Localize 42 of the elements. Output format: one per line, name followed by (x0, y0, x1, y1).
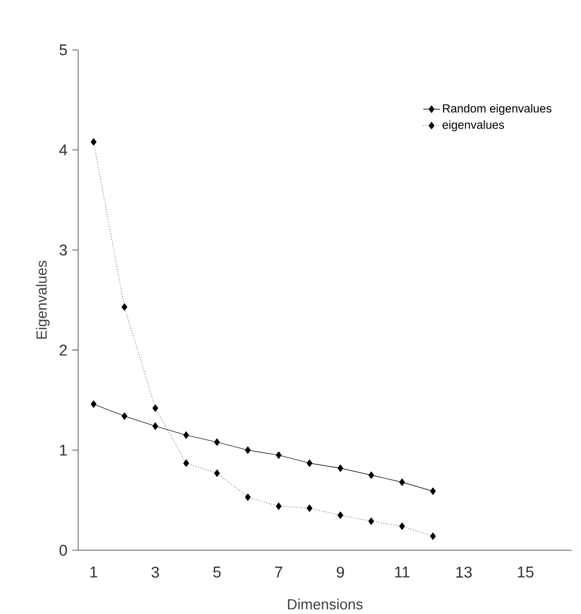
y-tick-label: 5 (59, 44, 67, 56)
point (183, 459, 189, 467)
x-axis-title: Dimensions (288, 598, 362, 610)
x-tick-label: 15 (518, 566, 534, 578)
point (90, 400, 96, 408)
point (337, 511, 344, 519)
y-axis-title: Eigenvalues (36, 260, 50, 339)
y-tick-label: 0 (59, 544, 67, 556)
point (152, 404, 158, 412)
point (430, 532, 436, 540)
point (306, 459, 312, 467)
point (152, 422, 158, 430)
x-tick-label: 5 (213, 566, 220, 578)
x-tick-label: 1 (90, 566, 97, 578)
x-tick-label: 7 (274, 566, 282, 578)
y-tick-label: 1 (60, 444, 67, 456)
legend-label: Random eigenvalues (442, 104, 552, 115)
point (121, 303, 128, 311)
x-tick-label: 9 (336, 566, 344, 578)
point (398, 522, 405, 530)
legend-label: eigenvalues (442, 120, 504, 132)
y-tick-label: 4 (59, 144, 67, 156)
x-tick-label: 3 (151, 566, 159, 578)
point (121, 412, 128, 420)
point (306, 504, 312, 512)
point (430, 487, 436, 495)
point (368, 471, 374, 479)
y-tick-label: 2 (59, 344, 67, 356)
point (214, 438, 220, 446)
point (276, 502, 282, 510)
point (214, 469, 220, 477)
x-tick-label: 11 (394, 566, 410, 578)
point (337, 464, 344, 472)
point (368, 517, 374, 525)
point (276, 451, 282, 459)
point (183, 431, 189, 439)
y-tick-label: 3 (59, 244, 67, 256)
x-tick-label: 13 (456, 566, 472, 578)
point (244, 493, 250, 501)
point (398, 478, 405, 486)
point (244, 446, 250, 454)
point (90, 138, 96, 146)
